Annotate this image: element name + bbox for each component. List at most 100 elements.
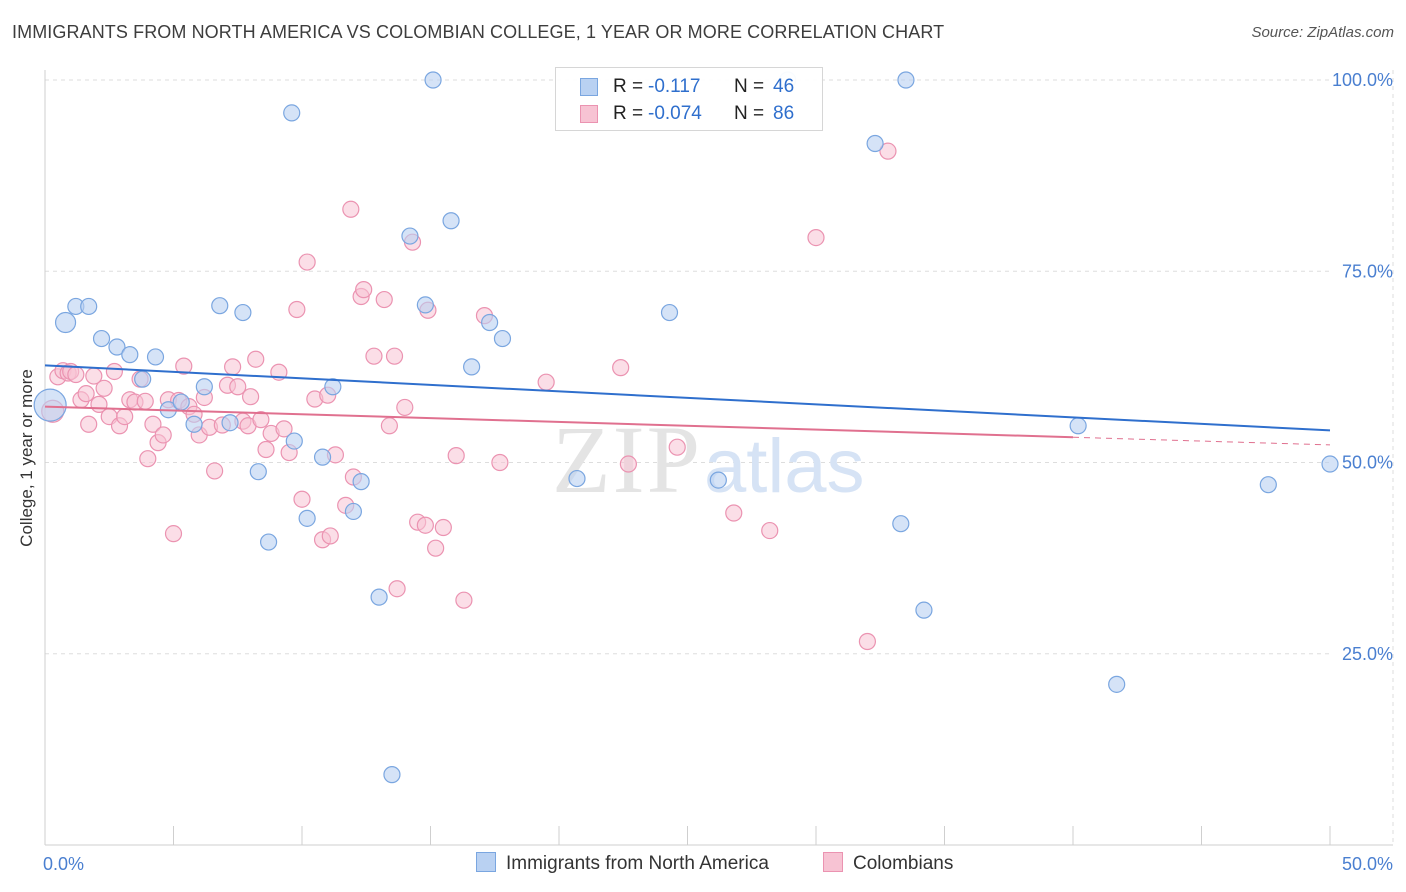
north-america-point: [660, 303, 679, 322]
north-america-point: [285, 432, 303, 450]
north-america-point: [195, 378, 213, 396]
x-tick-label: 50.0%: [1342, 854, 1393, 874]
legend-n-label: N =: [734, 103, 765, 124]
watermark-atlas: atlas: [704, 424, 865, 509]
north-america-point: [463, 358, 481, 376]
north-america-point: [1259, 476, 1277, 494]
north-america-point: [915, 601, 933, 619]
colombians-point: [388, 580, 406, 598]
axes: [44, 70, 1393, 846]
north-america-point: [259, 533, 278, 551]
colombians-point: [164, 525, 183, 543]
colombians-point: [879, 142, 897, 160]
north-america-point: [108, 338, 126, 356]
legend-r-label: R =: [613, 76, 644, 97]
north-america-point: [866, 134, 884, 153]
watermark: ZIP atlas: [552, 406, 865, 513]
colombians-point: [355, 281, 373, 299]
colombians-point: [619, 455, 637, 473]
colombians-point: [612, 359, 630, 377]
bottom-legend-colombians: Colombians: [823, 852, 953, 875]
legend-r-label: R =: [613, 103, 644, 124]
north-america-point: [709, 471, 727, 489]
colombians-point: [434, 518, 452, 537]
colombians-point: [77, 385, 95, 403]
legend-row-north-america: R = -0.117 N = 46: [556, 73, 822, 101]
colombians-point: [365, 347, 383, 365]
colombians-point: [293, 490, 311, 508]
x-tick-label: 0.0%: [43, 854, 84, 874]
north-america-point: [80, 297, 98, 316]
legend-n-value: 86: [773, 103, 795, 124]
colombians-point: [491, 453, 509, 472]
north-america-point: [370, 588, 388, 606]
colombians-point: [416, 516, 434, 534]
legend-swatch-blue: [580, 78, 598, 96]
colombians-point: [807, 228, 825, 247]
colombians-point: [298, 253, 316, 271]
colombians-point: [537, 373, 555, 391]
colombians-point: [154, 426, 172, 444]
colombians-point: [224, 358, 242, 376]
colombians-point: [427, 539, 445, 557]
colombians-point: [375, 290, 393, 309]
north-america-point: [146, 348, 165, 366]
colombians-point: [257, 440, 275, 459]
colombians-point: [139, 450, 157, 468]
legend-row-colombians: R = -0.074 N = 86: [556, 100, 822, 128]
north-america-point: [416, 296, 434, 314]
north-america-point: [54, 311, 77, 334]
colombians-point: [116, 408, 134, 426]
colombians-point: [321, 527, 339, 545]
colombians-point: [725, 504, 743, 522]
colombians-point: [288, 300, 306, 319]
y-tick-label: 25.0%: [1342, 644, 1393, 664]
bottom-legend-label: Colombians: [853, 853, 954, 874]
colombians-point: [247, 350, 265, 368]
north-america-point: [568, 469, 586, 488]
tick-labels: 25.0% 50.0% 75.0% 100.0% 0.0% 50.0%: [43, 70, 1393, 874]
north-america-point: [92, 329, 111, 348]
north-america-point: [401, 227, 419, 245]
north-america-point: [134, 370, 152, 388]
y-tick-label: 100.0%: [1332, 70, 1393, 90]
north-america-point: [298, 509, 316, 527]
trend-line-north-america: [44, 364, 1331, 432]
y-tick-label: 50.0%: [1342, 453, 1393, 473]
colombians-point: [761, 521, 779, 540]
colombians-point: [385, 347, 404, 365]
north-america-point: [344, 502, 362, 521]
north-america-point: [1321, 455, 1339, 473]
colombians-point: [80, 415, 98, 433]
north-america-point: [481, 313, 499, 332]
colombians-point: [175, 357, 193, 375]
north-america-point: [892, 515, 910, 533]
bottom-legend-swatch-pink: [823, 852, 843, 872]
north-america-point: [211, 297, 229, 315]
colombians-point: [105, 362, 123, 381]
colombians-point: [144, 415, 162, 433]
north-america-point: [172, 393, 190, 411]
north-america-point: [493, 329, 512, 348]
colombians-point: [252, 411, 270, 429]
north-america-point: [283, 104, 301, 122]
north-america-point: [383, 766, 401, 784]
colombians-point: [858, 632, 877, 651]
colombians-point: [136, 392, 154, 410]
bottom-legend-label: Immigrants from North America: [506, 853, 769, 874]
north-america-point: [33, 388, 67, 422]
colombians-point: [242, 388, 260, 406]
bottom-legend-swatch-blue: [476, 852, 496, 872]
north-america-point: [324, 378, 342, 396]
legend-swatch-pink: [580, 105, 598, 123]
north-america-point: [221, 414, 239, 432]
north-america-point: [313, 448, 332, 466]
legend-n-value: 46: [773, 76, 795, 97]
colombians-point: [668, 438, 686, 456]
bottom-legend-north-america: Immigrants from North America: [476, 852, 769, 875]
source-credit: Source: ZipAtlas.com: [1251, 24, 1394, 41]
colombians-point: [396, 398, 414, 417]
colombians-point: [229, 378, 247, 396]
colombians-point: [206, 462, 224, 480]
